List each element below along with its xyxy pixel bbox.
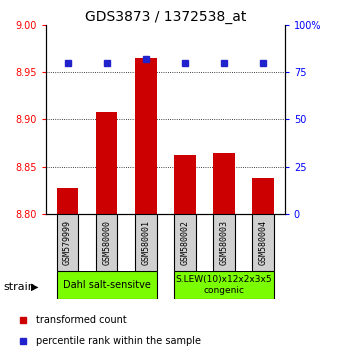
Bar: [57, 271, 157, 299]
Bar: [57, 214, 78, 271]
Title: GDS3873 / 1372538_at: GDS3873 / 1372538_at: [85, 10, 246, 24]
Bar: [213, 214, 235, 271]
Text: transformed count: transformed count: [36, 315, 127, 325]
Bar: [174, 271, 274, 299]
Text: S.LEW(10)x12x2x3x5
congenic: S.LEW(10)x12x2x3x5 congenic: [176, 275, 272, 295]
Bar: [174, 214, 196, 271]
Text: ▶: ▶: [31, 282, 39, 292]
Text: GSM580004: GSM580004: [259, 220, 268, 265]
Text: Dahl salt-sensitve: Dahl salt-sensitve: [63, 280, 151, 290]
Bar: [57, 188, 78, 214]
Bar: [96, 214, 117, 271]
Text: GSM580000: GSM580000: [102, 220, 111, 265]
Bar: [96, 112, 117, 214]
Bar: [252, 178, 274, 214]
Text: GSM580001: GSM580001: [141, 220, 150, 265]
Text: percentile rank within the sample: percentile rank within the sample: [36, 336, 201, 346]
Bar: [174, 155, 196, 214]
Text: GSM580002: GSM580002: [180, 220, 190, 265]
Bar: [252, 214, 274, 271]
Bar: [135, 214, 157, 271]
Bar: [213, 153, 235, 214]
Text: strain: strain: [3, 282, 35, 292]
Bar: [135, 58, 157, 214]
Text: GSM580003: GSM580003: [220, 220, 228, 265]
Text: GSM579999: GSM579999: [63, 220, 72, 265]
